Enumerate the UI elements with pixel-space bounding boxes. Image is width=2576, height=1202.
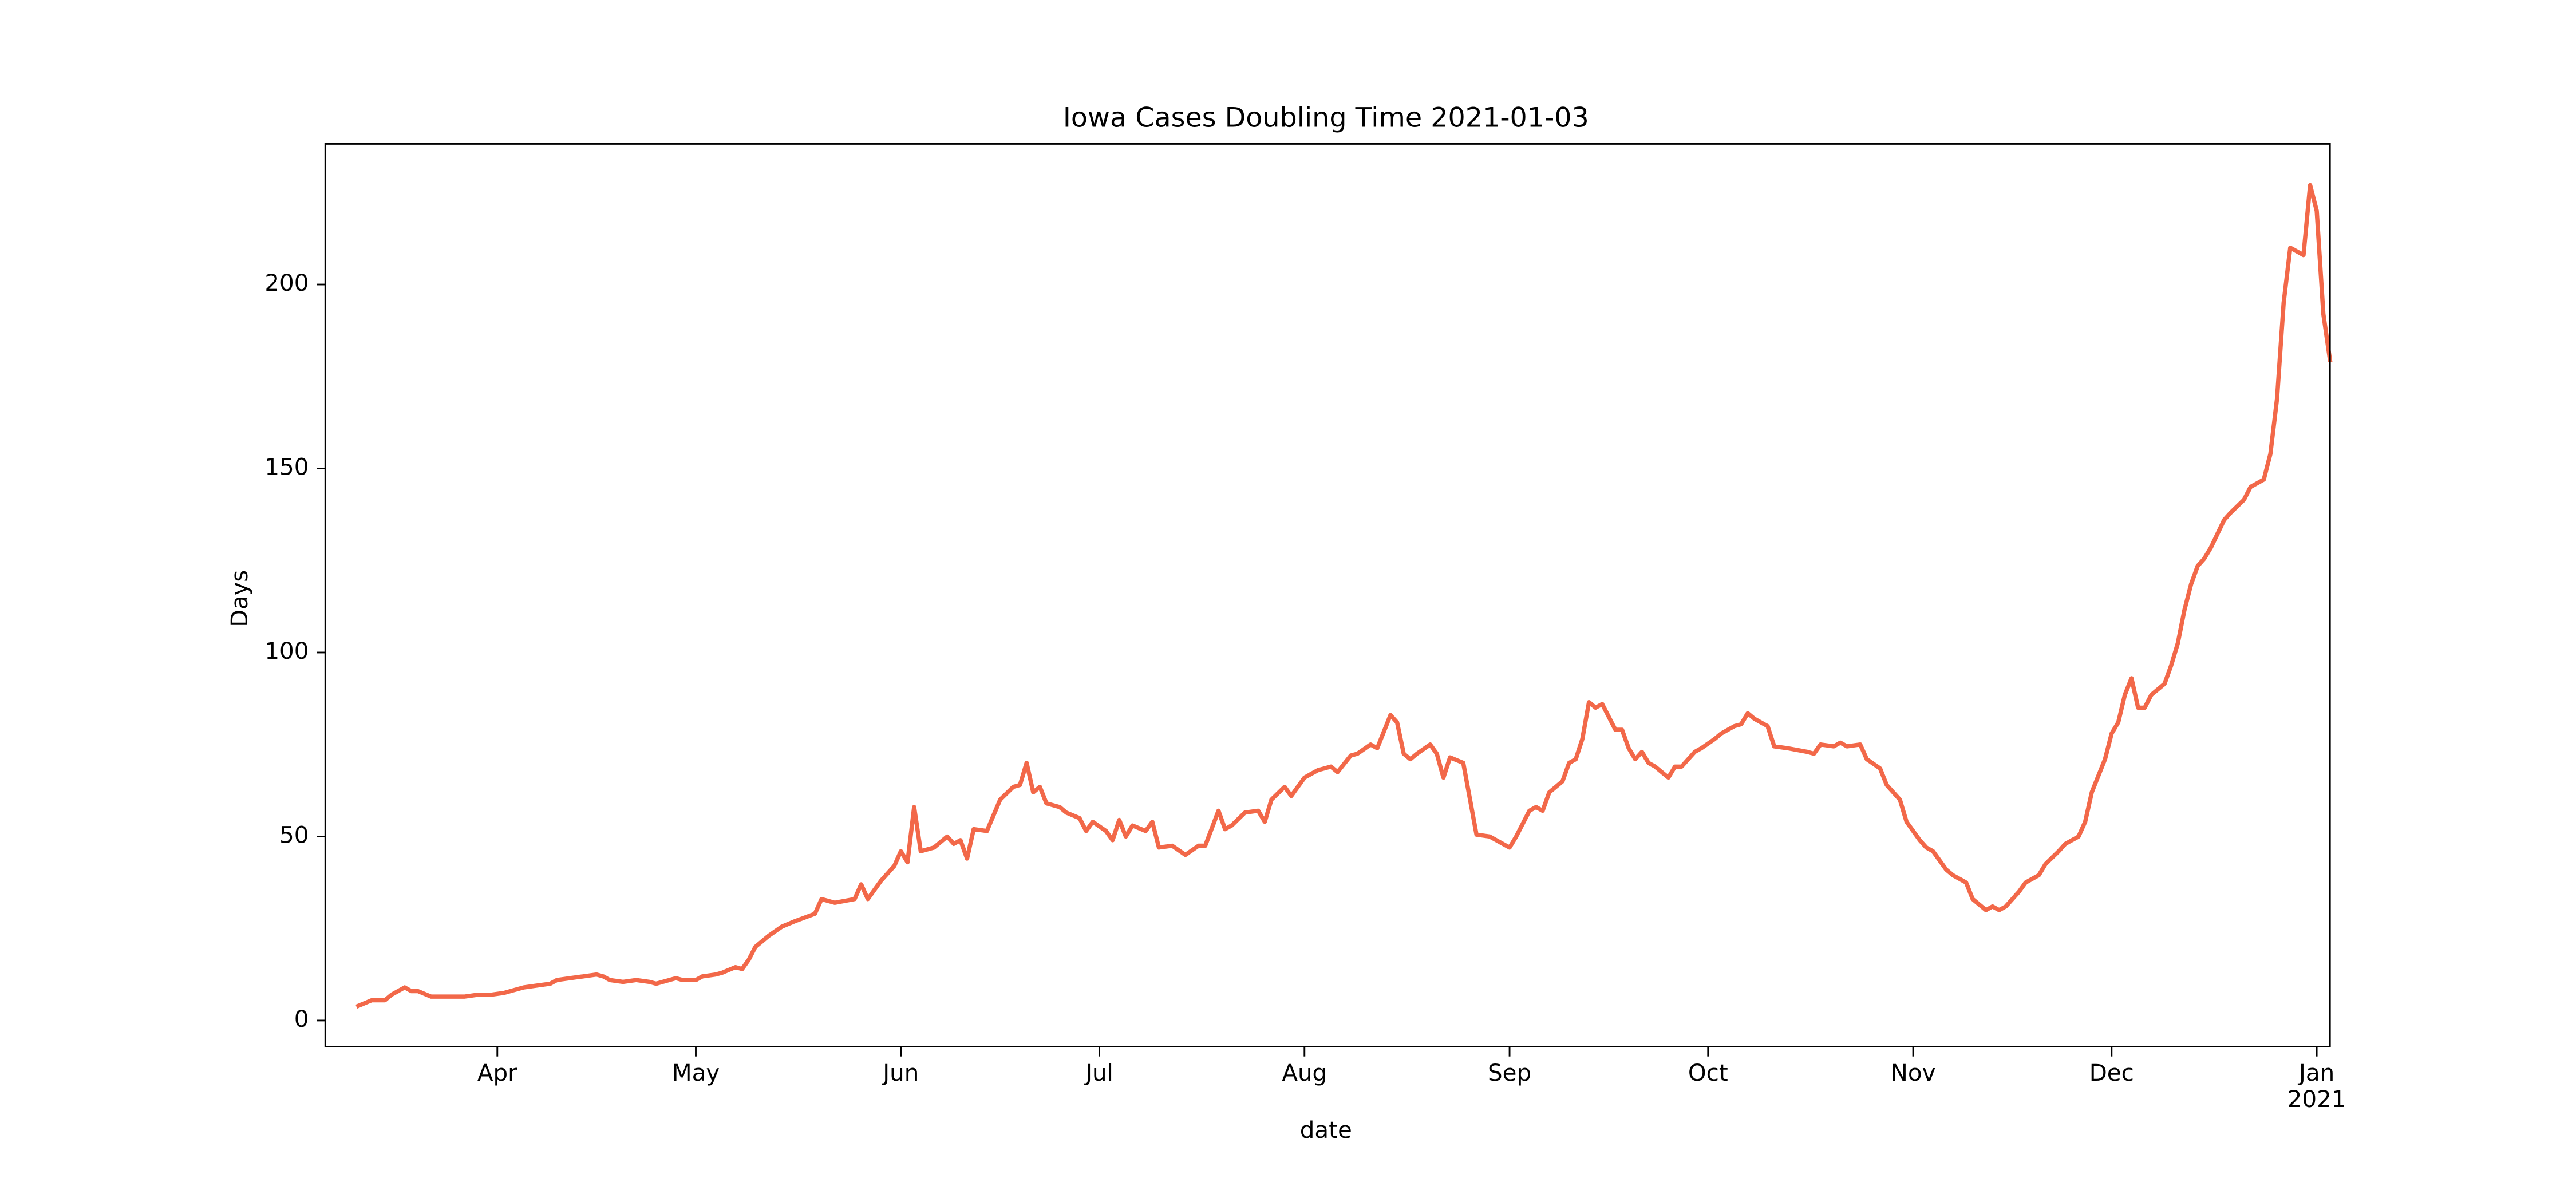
- y-tick-label: 200: [264, 270, 309, 296]
- x-tick-label: Jun: [881, 1060, 919, 1086]
- plot-frame: [324, 143, 2331, 1047]
- x-tick-label: Nov: [1891, 1060, 1936, 1086]
- x-tick-label: Oct: [1688, 1060, 1728, 1086]
- x-tick-label: Dec: [2089, 1060, 2134, 1086]
- x-tick-label: Sep: [1488, 1060, 1531, 1086]
- y-tick-label: 0: [294, 1006, 309, 1033]
- line: [355, 183, 2333, 1009]
- x-tick-label: Aug: [1282, 1060, 1327, 1086]
- y-tick-label: 150: [264, 454, 309, 481]
- x-axis-label: date: [1300, 1117, 1352, 1144]
- x-tick-label: May: [672, 1060, 720, 1086]
- x-tick-label: Apr: [477, 1060, 517, 1086]
- y-tick-label: 100: [264, 638, 309, 665]
- y-axis-label: Days: [227, 570, 253, 627]
- x-tick-label: Jul: [1084, 1060, 1113, 1086]
- chart-title: Iowa Cases Doubling Time 2021-01-03: [1063, 102, 1589, 134]
- x-tick-label: Jan 2021: [2287, 1060, 2346, 1112]
- y-tick-label: 50: [279, 823, 309, 849]
